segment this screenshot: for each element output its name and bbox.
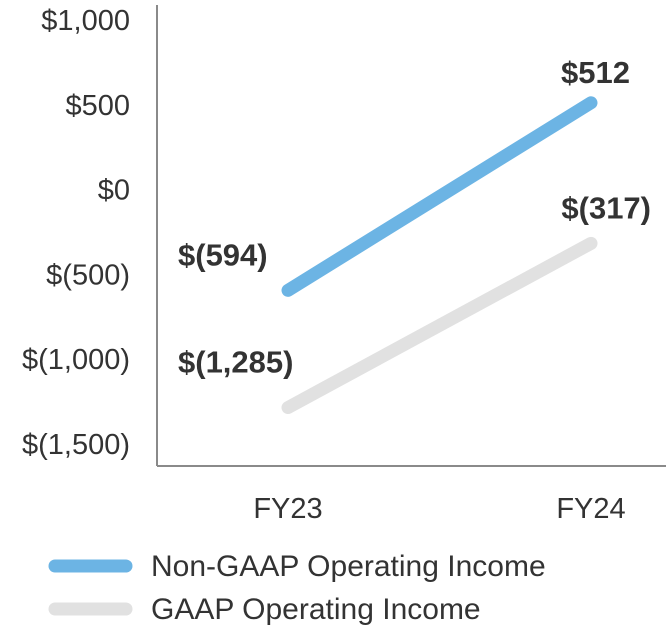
series-line	[281, 96, 598, 297]
x-tick-label: FY23	[253, 493, 322, 525]
data-label: $(594)	[178, 237, 268, 272]
series-group	[281, 96, 598, 297]
y-tick-label: $(1,000)	[22, 344, 130, 376]
y-tick-label: $500	[65, 90, 130, 122]
data-label: $512	[561, 55, 630, 90]
legend-label: GAAP Operating Income	[151, 593, 481, 626]
y-tick-label: $0	[98, 175, 130, 207]
y-tick-label: $1,000	[41, 5, 130, 37]
legend-label: Non-GAAP Operating Income	[151, 550, 546, 583]
chart-axes	[156, 5, 666, 467]
x-tick-label: FY24	[556, 493, 625, 525]
data-label: $(1,285)	[178, 345, 293, 380]
y-tick-label: $(1,500)	[22, 429, 130, 461]
series-group	[281, 236, 598, 415]
chart-legend: Non-GAAP Operating Income GAAP Operating …	[48, 550, 546, 626]
y-tick-label: $(500)	[46, 259, 130, 291]
x-axis-ticks: FY23 FY24	[253, 493, 625, 525]
series-line	[281, 236, 598, 415]
chart-series: $(594) $512 $(1,285) $(317)	[178, 55, 651, 415]
data-label: $(317)	[561, 190, 651, 225]
y-axis-ticks: $1,000 $500 $0 $(500) $(1,000) $(1,500)	[22, 5, 130, 461]
